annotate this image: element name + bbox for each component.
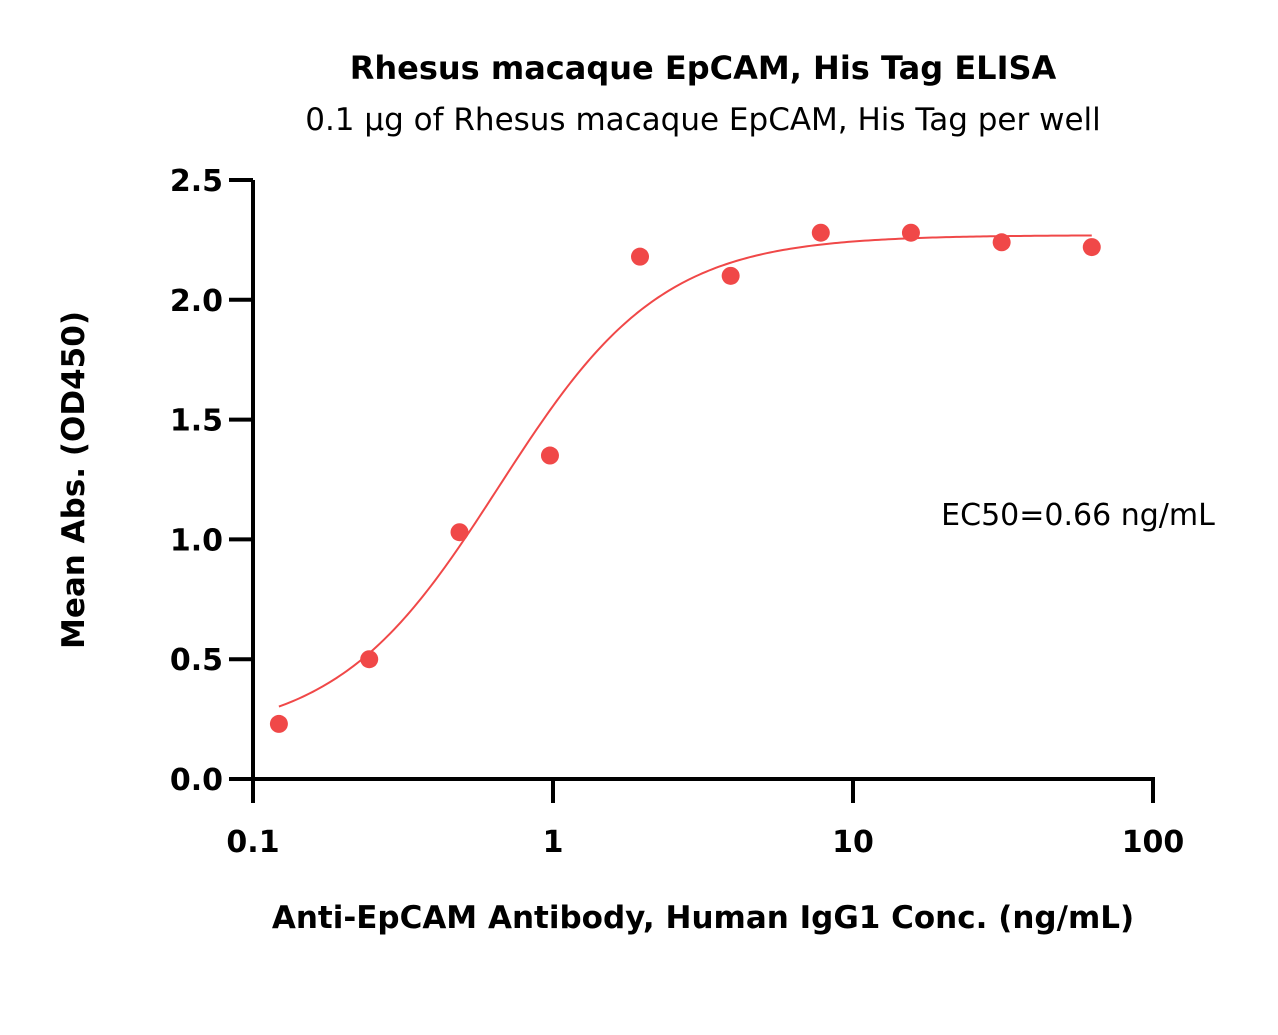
x-tick-label: 0.1	[226, 825, 279, 860]
fit-curve	[278, 234, 1092, 708]
y-axis-title: Mean Abs. (OD450)	[56, 311, 92, 649]
x-tick-label: 10	[832, 825, 874, 860]
data-point	[540, 446, 559, 465]
data-point	[450, 523, 469, 542]
data-point	[992, 233, 1011, 252]
y-tick-label: 2.5	[170, 164, 223, 199]
y-tick-label: 1.0	[170, 523, 223, 558]
ec50-annotation: EC50=0.66 ng/mL	[941, 498, 1215, 533]
data-point	[901, 223, 920, 242]
y-tick-label: 0.0	[170, 763, 223, 798]
y-tick-label: 0.5	[170, 643, 223, 678]
chart-subtitle: 0.1 µg of Rhesus macaque EpCAM, His Tag …	[305, 102, 1101, 138]
data-point	[1082, 238, 1101, 257]
x-axis-title: Anti-EpCAM Antibody, Human IgG1 Conc. (n…	[272, 900, 1134, 936]
chart-title: Rhesus macaque EpCAM, His Tag ELISA	[350, 49, 1057, 87]
data-point	[631, 247, 650, 266]
x-tick-label: 1	[543, 825, 564, 860]
y-tick-label: 1.5	[170, 404, 223, 439]
data-point	[360, 650, 379, 669]
data-point	[811, 223, 830, 242]
x-tick-label: 100	[1122, 825, 1185, 860]
data-point	[721, 266, 740, 285]
plot-area: 0.0 0.5 1.0 1.5 2.0 2.5 0.1 1 10 100	[170, 164, 1184, 860]
data-point	[269, 714, 288, 733]
y-tick-label: 2.0	[170, 284, 223, 319]
